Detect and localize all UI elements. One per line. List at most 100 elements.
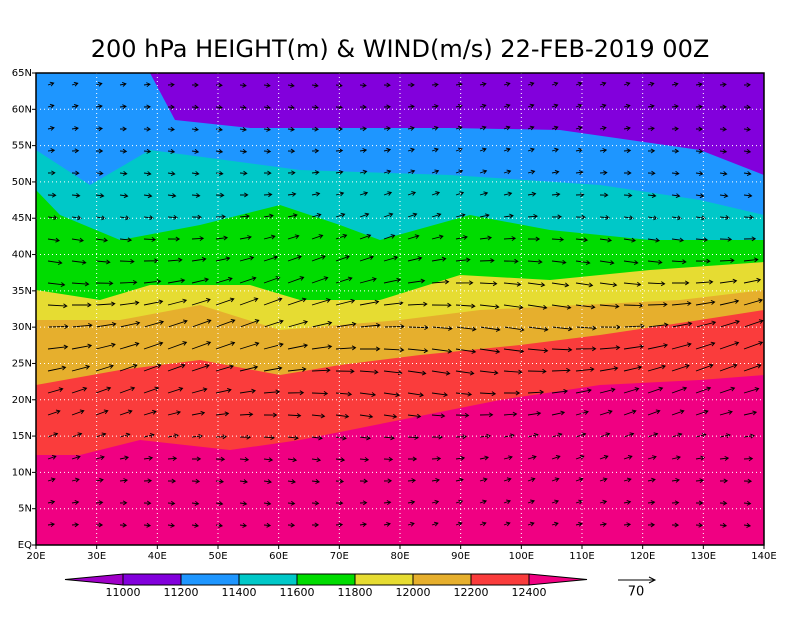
wind-arrow xyxy=(575,432,587,438)
wind-arrow xyxy=(623,522,632,528)
wind-arrow xyxy=(695,104,703,110)
wind-arrow xyxy=(287,297,307,306)
wind-arrow xyxy=(551,237,565,242)
lon-label: 20E xyxy=(26,551,45,562)
wind-arrow xyxy=(215,214,226,220)
wind-arrow xyxy=(455,412,470,418)
wind-arrow xyxy=(143,171,152,176)
wind-arrow xyxy=(455,125,463,131)
wind-arrow xyxy=(431,125,439,131)
wind-arrow xyxy=(407,456,418,462)
wind-arrow xyxy=(407,126,415,131)
wind-arrow xyxy=(143,237,157,242)
wind-arrow xyxy=(71,522,80,528)
wind-arrow xyxy=(47,103,55,109)
wind-arrow xyxy=(239,388,256,394)
wind-arrow xyxy=(743,236,757,242)
wind-arrow xyxy=(623,455,633,460)
wind-arrow xyxy=(311,457,322,463)
wind-arrow xyxy=(287,82,295,88)
wind-arrow xyxy=(311,391,329,396)
wind-arrow xyxy=(143,455,154,461)
wind-arrow xyxy=(47,125,55,131)
wind-arrow xyxy=(695,279,714,285)
wind-arrow xyxy=(671,301,692,306)
wind-arrow xyxy=(287,234,300,240)
wind-arrow xyxy=(359,392,377,397)
wind-arrow xyxy=(431,104,439,109)
wind-arrow xyxy=(695,409,709,416)
wind-arrow xyxy=(335,368,355,374)
wind-arrow xyxy=(743,341,764,350)
wind-arrow xyxy=(743,214,754,220)
wind-arrow xyxy=(671,237,685,243)
wind-arrow xyxy=(719,522,728,528)
wind-arrow xyxy=(599,215,610,220)
wind-arrow xyxy=(263,412,278,418)
lat-label: 25N xyxy=(12,358,32,369)
wind-arrow xyxy=(191,523,200,528)
wind-arrow xyxy=(191,478,201,484)
wind-arrow xyxy=(551,326,573,332)
wind-arrow xyxy=(743,193,753,198)
wind-arrow xyxy=(575,477,584,482)
wind-arrow xyxy=(695,386,712,394)
wind-arrow xyxy=(359,126,367,132)
wind-arrow xyxy=(383,255,399,262)
wind-arrow xyxy=(599,345,621,351)
wind-arrow xyxy=(383,370,403,376)
wind-arrow xyxy=(647,522,656,528)
wind-arrow xyxy=(287,104,295,110)
wind-arrow xyxy=(383,169,392,175)
wind-arrow xyxy=(71,103,79,109)
wind-arrow xyxy=(743,319,764,328)
wind-arrow xyxy=(527,259,543,265)
wind-arrow xyxy=(311,126,319,132)
wind-arrow xyxy=(743,82,751,88)
wind-arrow xyxy=(503,258,519,264)
wind-arrow xyxy=(359,522,368,527)
wind-arrow xyxy=(143,299,164,306)
wind-arrow xyxy=(119,237,133,243)
wind-arrow xyxy=(719,299,740,306)
wind-arrow xyxy=(359,500,368,506)
wind-arrow xyxy=(263,522,272,528)
wind-arrow xyxy=(47,170,56,176)
wind-arrow xyxy=(95,432,107,438)
colorbar-label: 11600 xyxy=(280,586,315,599)
wind-arrow xyxy=(527,103,535,109)
wind-arrow xyxy=(239,434,251,440)
wind-arrow xyxy=(671,104,679,110)
wind-arrow xyxy=(287,390,305,396)
wind-arrow xyxy=(647,409,661,416)
wind-arrow xyxy=(95,386,112,394)
wind-arrow xyxy=(335,276,353,284)
wind-arrow xyxy=(719,148,728,154)
wind-arrow xyxy=(599,366,619,372)
wind-arrow xyxy=(71,364,91,372)
wind-arrow xyxy=(431,370,451,376)
wind-arrow xyxy=(383,392,400,398)
wind-arrow xyxy=(647,386,664,394)
wind-arrow xyxy=(623,323,645,329)
wind-arrow xyxy=(407,278,426,284)
wind-arrow xyxy=(503,191,513,197)
wind-arrow xyxy=(95,259,111,265)
lat-label: 65N xyxy=(12,68,32,79)
wind-arrow xyxy=(479,82,487,87)
wind-arrow xyxy=(71,215,82,221)
wind-arrow xyxy=(503,125,511,131)
wind-arrow xyxy=(623,81,631,87)
wind-arrow xyxy=(431,191,441,196)
colorbar-swatch xyxy=(122,573,182,586)
wind-arrow xyxy=(719,363,738,372)
wind-arrow xyxy=(431,234,444,240)
wind-arrow xyxy=(431,456,442,462)
wind-arrow xyxy=(599,499,608,505)
wind-arrow xyxy=(239,522,248,528)
lat-label: 55N xyxy=(12,141,32,152)
wind-arrow xyxy=(383,435,395,441)
wind-arrow xyxy=(551,259,567,265)
lat-label: 60N xyxy=(12,104,32,115)
wind-arrow xyxy=(239,341,260,350)
